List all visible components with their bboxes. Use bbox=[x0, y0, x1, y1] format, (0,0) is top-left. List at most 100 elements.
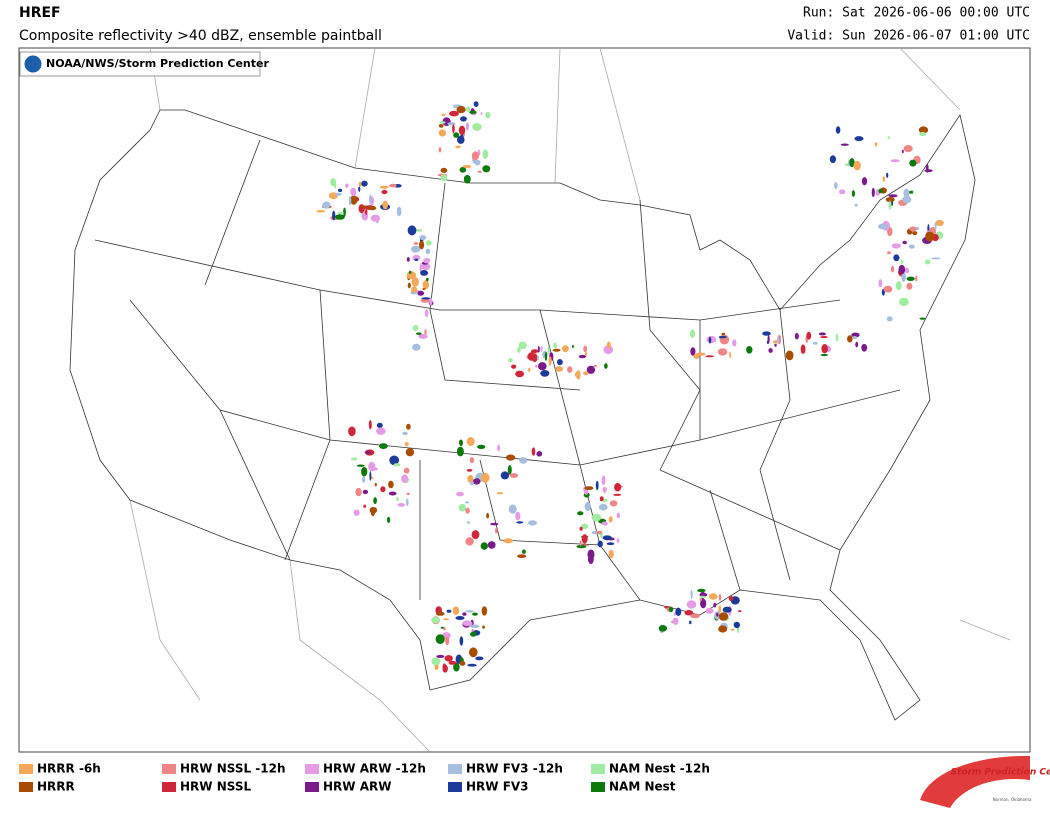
reflectivity-blob bbox=[516, 521, 524, 524]
reflectivity-blob bbox=[820, 336, 828, 339]
reflectivity-blob bbox=[465, 507, 470, 514]
reflectivity-blob bbox=[595, 480, 599, 491]
reflectivity-blob bbox=[382, 200, 389, 210]
reflectivity-blob bbox=[441, 113, 446, 116]
reflectivity-blob bbox=[452, 606, 460, 615]
reflectivity-blob bbox=[396, 496, 399, 502]
reflectivity-blob bbox=[888, 194, 898, 198]
reflectivity-blob bbox=[421, 263, 431, 271]
legend-label: NAM Nest bbox=[609, 780, 676, 794]
reflectivity-blob bbox=[387, 516, 391, 524]
reflectivity-blob bbox=[388, 491, 397, 496]
reflectivity-blob bbox=[854, 136, 864, 142]
reflectivity-blob bbox=[887, 136, 891, 139]
reflectivity-blob bbox=[919, 317, 926, 320]
reflectivity-blob bbox=[886, 316, 893, 322]
reflectivity-blob bbox=[449, 110, 459, 117]
reflectivity-blob bbox=[800, 344, 806, 355]
reflectivity-blob bbox=[420, 298, 431, 303]
reflectivity-blob bbox=[456, 491, 464, 497]
reflectivity-blob bbox=[405, 448, 415, 457]
reflectivity-blob bbox=[616, 538, 620, 543]
reflectivity-blob bbox=[697, 588, 706, 593]
reflectivity-blob bbox=[480, 542, 488, 550]
legend-swatch bbox=[448, 782, 462, 792]
reflectivity-blob bbox=[411, 245, 421, 253]
reflectivity-blob bbox=[935, 219, 944, 227]
reflectivity-blob bbox=[562, 345, 569, 353]
reflectivity-blob bbox=[588, 554, 594, 564]
reflectivity-blob bbox=[458, 503, 467, 512]
reflectivity-blob bbox=[732, 339, 737, 347]
reflectivity-blob bbox=[829, 155, 837, 164]
reflectivity-blob bbox=[878, 279, 883, 288]
reflectivity-blob bbox=[411, 286, 418, 293]
reflectivity-blob bbox=[518, 341, 527, 350]
reflectivity-blob bbox=[403, 467, 410, 474]
reflectivity-blob bbox=[316, 210, 326, 213]
reflectivity-blob bbox=[522, 549, 526, 554]
reflectivity-blob bbox=[421, 297, 431, 300]
reflectivity-blob bbox=[470, 631, 477, 637]
reflectivity-blob bbox=[350, 195, 358, 205]
reflectivity-blob bbox=[925, 231, 935, 242]
reflectivity-blob bbox=[419, 235, 427, 241]
reflectivity-blob bbox=[604, 363, 608, 369]
legend-swatch bbox=[162, 764, 176, 774]
reflectivity-blob bbox=[486, 512, 489, 519]
reflectivity-blob bbox=[402, 431, 408, 436]
reflectivity-blob bbox=[474, 159, 481, 166]
reflectivity-blob bbox=[446, 609, 452, 613]
reflectivity-blob bbox=[583, 345, 588, 353]
reflectivity-blob bbox=[368, 206, 377, 211]
reflectivity-blob bbox=[690, 613, 700, 619]
reflectivity-blob bbox=[912, 231, 918, 236]
reflectivity-blob bbox=[686, 600, 697, 609]
badge-box bbox=[19, 51, 261, 77]
reflectivity-blob bbox=[861, 343, 868, 352]
reflectivity-blob bbox=[906, 282, 913, 290]
reflectivity-blob bbox=[699, 595, 706, 599]
legend-label: HRW ARW -12h bbox=[323, 762, 426, 776]
reflectivity-blob bbox=[374, 482, 377, 487]
reflectivity-blob bbox=[408, 270, 412, 274]
reflectivity-blob bbox=[883, 285, 893, 293]
reflectivity-blob bbox=[847, 335, 853, 343]
reflectivity-blob bbox=[511, 364, 517, 369]
reflectivity-blob bbox=[705, 355, 714, 358]
reflectivity-blob bbox=[924, 169, 933, 173]
reflectivity-blob bbox=[852, 336, 857, 340]
reflectivity-blob bbox=[500, 471, 510, 480]
reflectivity-blob bbox=[412, 324, 419, 332]
reflectivity-blob bbox=[900, 259, 904, 264]
reflectivity-blob bbox=[906, 276, 915, 281]
reflectivity-blob bbox=[924, 259, 931, 265]
legend-label: HRW NSSL -12h bbox=[180, 762, 286, 776]
reflectivity-blob bbox=[855, 341, 859, 348]
reflectivity-blob bbox=[840, 143, 849, 146]
reflectivity-blob bbox=[482, 149, 489, 160]
reflectivity-blob bbox=[355, 487, 362, 497]
reflectivity-blob bbox=[508, 504, 517, 514]
reflectivity-blob bbox=[593, 364, 597, 368]
reflectivity-blob bbox=[481, 472, 490, 483]
reflectivity-blob bbox=[436, 611, 445, 616]
reflectivity-blob bbox=[767, 335, 770, 344]
reflectivity-blob bbox=[445, 636, 450, 646]
reflectivity-blob bbox=[871, 187, 875, 198]
noaa-logo bbox=[23, 54, 43, 74]
reflectivity-blob bbox=[821, 344, 828, 354]
reflectivity-blob bbox=[431, 616, 440, 624]
reflectivity-blob bbox=[806, 331, 812, 340]
reflectivity-blob bbox=[407, 282, 411, 289]
reflectivity-blob bbox=[379, 443, 388, 449]
reflectivity-blob bbox=[552, 348, 561, 352]
reflectivity-blob bbox=[839, 189, 846, 195]
reflectivity-blob bbox=[904, 267, 910, 274]
reflectivity-blob bbox=[672, 617, 679, 625]
reflectivity-blob bbox=[439, 121, 446, 124]
reflectivity-blob bbox=[380, 486, 386, 493]
reflectivity-blob bbox=[515, 511, 521, 521]
reflectivity-blob bbox=[462, 620, 473, 627]
reflectivity-blob bbox=[606, 341, 611, 350]
